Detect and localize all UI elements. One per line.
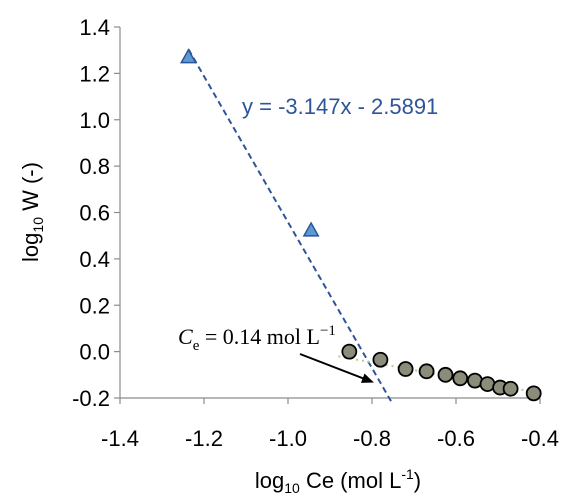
circle-point	[502, 380, 519, 397]
y-axis-title-prefix: log	[18, 233, 43, 262]
x-tick-label: -0.6	[437, 426, 475, 451]
annotation-arrow	[299, 353, 374, 383]
triangle-point	[179, 48, 197, 64]
y-tick-label: 0.2	[79, 293, 110, 318]
x-tick-label: -0.4	[521, 426, 559, 451]
x-axis-title-close: )	[414, 468, 421, 493]
y-tick-label: -0.2	[72, 386, 110, 411]
circle-point	[452, 370, 469, 387]
x-axis-title-superscript: -1	[401, 466, 414, 482]
annotation-lhs: C	[178, 324, 193, 349]
x-axis-title: log10 Ce (mol L-1)	[255, 466, 421, 496]
annotation-label: Ce = 0.14 mol L−1	[178, 323, 336, 354]
y-tick-label: 0.6	[79, 201, 110, 226]
axes	[114, 26, 541, 404]
linear-fit-line	[187, 48, 393, 403]
annotation-lhs-subscript: e	[193, 338, 200, 354]
y-tick-label: 1.4	[79, 15, 110, 40]
annotation-rhs: = 0.14 mol L	[199, 324, 320, 349]
x-tick-label: -0.8	[353, 426, 391, 451]
x-tick-labels: -1.4 -1.2 -1.0 -0.8 -0.6 -0.4	[101, 426, 559, 451]
y-axis-title-main: W (-)	[18, 162, 43, 217]
y-tick-labels: -0.2 0.0 0.2 0.4 0.6 0.8 1.0 1.2 1.4	[72, 15, 110, 411]
x-axis-title-prefix: log	[255, 468, 284, 493]
circle-point	[418, 363, 435, 380]
annotation-superscript: −1	[320, 323, 336, 339]
circle-point	[341, 343, 358, 360]
y-axis-title-subscript: 10	[30, 217, 46, 233]
x-tick-label: -1.2	[185, 426, 223, 451]
circle-point	[372, 351, 389, 368]
trendline-equation: y = -3.147x - 2.5891	[242, 94, 438, 119]
triangle-point	[302, 221, 320, 237]
circle-point	[437, 366, 454, 383]
x-tick-label: -1.0	[269, 426, 307, 451]
trendlines	[187, 48, 536, 403]
concentration-annotation: Ce = 0.14 mol L−1	[178, 323, 374, 383]
circle-point	[397, 361, 414, 377]
y-tick-label: 1.2	[79, 61, 110, 86]
y-tick-label: 0.8	[79, 154, 110, 179]
circle-point	[525, 385, 542, 402]
x-axis-title-subscript: 10	[284, 480, 300, 496]
y-tick-label: 0.0	[79, 340, 110, 365]
x-tick-label: -1.4	[101, 426, 139, 451]
y-tick-label: 0.4	[79, 247, 110, 272]
x-axis-title-main: Ce (mol L	[300, 468, 401, 493]
y-tick-label: 1.0	[79, 108, 110, 133]
y-axis-title: log10 W (-)	[18, 162, 46, 262]
data-points	[179, 48, 542, 402]
